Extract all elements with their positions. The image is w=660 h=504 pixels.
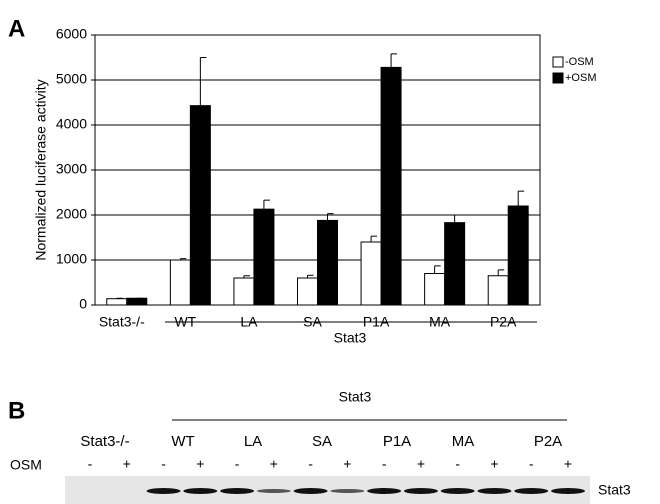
blot-band: [403, 488, 438, 494]
bar: [380, 66, 402, 306]
y-tick-label: 3000: [56, 161, 87, 177]
x-tick-label: P1A: [363, 314, 390, 330]
treatment-sign: +: [343, 456, 351, 472]
band-label: Stat3: [598, 482, 631, 498]
blot-band: [220, 488, 255, 494]
legend-label: +OSM: [565, 72, 596, 84]
bar: [253, 208, 275, 306]
lane-label: LA: [244, 433, 262, 450]
panel-label: A: [8, 15, 25, 42]
treatment-sign: -: [382, 456, 387, 472]
x-tick-label: SA: [303, 314, 322, 330]
treatment-sign: +: [196, 456, 204, 472]
bar: [189, 105, 211, 306]
bar: [424, 273, 446, 306]
blot-band: [146, 488, 181, 494]
blot-band: [551, 488, 585, 494]
x-tick-label: LA: [240, 314, 258, 330]
blot-membrane: [65, 476, 590, 504]
lane-label: Stat3-/-: [80, 433, 129, 450]
treatment-sign: +: [123, 456, 131, 472]
y-tick-label: 1000: [56, 251, 87, 267]
treatment-sign: +: [490, 456, 498, 472]
blot-band: [440, 488, 475, 494]
bar: [169, 259, 191, 306]
y-axis-label: Normalized luciferase activity: [33, 79, 49, 260]
bar: [106, 298, 128, 306]
y-tick-label: 0: [79, 296, 87, 312]
y-tick-label: 6000: [56, 26, 87, 42]
y-tick-label: 5000: [56, 71, 87, 87]
treatment-sign: -: [455, 456, 460, 472]
bar: [233, 277, 255, 306]
bar: [507, 205, 529, 306]
lane-label: P2A: [534, 433, 562, 450]
blot-band: [367, 488, 402, 494]
treatment-sign: +: [564, 456, 572, 472]
x-tick-label: Stat3-/-: [99, 314, 145, 330]
bar: [487, 275, 509, 306]
treatment-sign: -: [235, 456, 240, 472]
lane-label: MA: [452, 433, 475, 450]
y-tick-label: 2000: [56, 206, 87, 222]
blot-band: [514, 488, 549, 494]
group-label: Stat3: [334, 330, 367, 346]
legend-swatch: [552, 56, 564, 68]
bar: [444, 222, 466, 306]
legend-swatch: [552, 72, 564, 84]
treatment-sign: +: [417, 456, 425, 472]
x-tick-label: MA: [429, 314, 451, 330]
blot-band: [330, 489, 365, 493]
legend-label: -OSM: [565, 56, 594, 68]
blot-band: [293, 488, 328, 494]
bar: [317, 219, 338, 306]
lane-label: SA: [312, 433, 332, 450]
treatment-sign: -: [161, 456, 166, 472]
treatment-sign: -: [529, 456, 534, 472]
y-tick-label: 4000: [56, 116, 87, 132]
bar: [297, 277, 318, 306]
treatment-label: OSM: [10, 457, 42, 473]
lane-label: P1A: [383, 433, 411, 450]
panel-label: B: [8, 397, 25, 424]
x-tick-label: P2A: [490, 314, 517, 330]
bar: [126, 297, 148, 306]
treatment-sign: -: [88, 456, 93, 472]
bar: [360, 241, 382, 306]
treatment-sign: -: [308, 456, 313, 472]
blot-title: Stat3: [339, 389, 372, 405]
x-tick-label: WT: [174, 314, 196, 330]
blot-band: [256, 489, 291, 493]
treatment-sign: +: [270, 456, 278, 472]
blot-band: [477, 488, 512, 494]
lane-label: WT: [171, 433, 194, 450]
blot-band: [183, 488, 218, 494]
